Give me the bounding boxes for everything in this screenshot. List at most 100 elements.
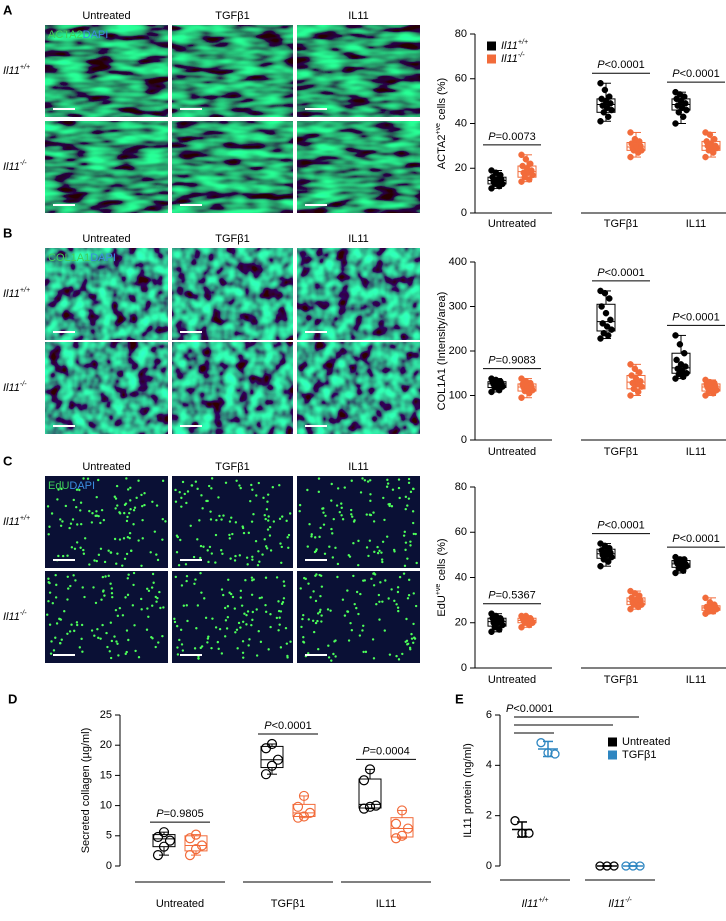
nucleus-dot <box>140 564 143 567</box>
nucleus-dot <box>412 532 416 536</box>
nucleus-dot <box>404 548 407 552</box>
row-label: Il11-/- <box>3 381 27 394</box>
nucleus-dot <box>117 654 120 657</box>
nucleus-dot <box>349 621 352 625</box>
nucleus-dot <box>174 488 177 492</box>
nucleus-dot <box>125 629 129 632</box>
nucleus-dot <box>272 520 276 523</box>
nucleus-dot <box>211 617 214 620</box>
p-value: P=0.5367 <box>488 590 535 602</box>
nucleus-dot <box>414 604 418 608</box>
box <box>260 745 284 769</box>
nucleus-dot <box>329 609 332 612</box>
legend-swatch <box>487 41 496 51</box>
data-point <box>674 365 681 373</box>
nucleus-dot <box>351 515 354 518</box>
nucleus-dot <box>362 650 365 654</box>
nucleus-dot <box>244 578 247 582</box>
data-point <box>672 332 679 339</box>
nucleus-dot <box>61 554 65 558</box>
nucleus-dot <box>97 553 101 557</box>
nucleus-dot <box>125 519 129 523</box>
nucleus-dot <box>409 490 413 494</box>
nucleus-dot <box>60 638 63 641</box>
p-text: =0.5367 <box>496 590 536 602</box>
stain-name: COL1A1 <box>48 252 90 264</box>
data-point <box>370 800 382 811</box>
nucleus-dot <box>223 606 227 610</box>
p-value: P<0.0001 <box>597 267 644 279</box>
nucleus-dot <box>250 623 253 627</box>
y-tick-label: 60 <box>455 73 467 85</box>
nucleus-dot <box>124 502 128 505</box>
nucleus-dot <box>234 631 237 634</box>
nucleus-dot <box>179 538 182 542</box>
nucleus-dot <box>107 549 110 552</box>
nucleus-dot <box>412 622 415 626</box>
nucleus-dot <box>209 518 213 521</box>
nucleus-dot <box>376 551 380 555</box>
nucleus-dot <box>278 623 281 626</box>
nucleus-dot <box>161 538 164 541</box>
p-prefix: P <box>672 311 680 323</box>
box <box>390 817 414 838</box>
nucleus-dot <box>341 518 345 521</box>
nucleus-dot <box>252 578 255 581</box>
nucleus-dot <box>103 560 107 564</box>
nucleus-dot <box>338 510 341 514</box>
row-genotype: -/- <box>20 160 27 167</box>
nucleus-dot <box>259 640 263 644</box>
nucleus-dot <box>352 574 355 578</box>
data-point <box>672 569 679 577</box>
data-point <box>672 120 679 127</box>
data-point <box>520 169 527 176</box>
nucleus-dot <box>318 535 321 539</box>
nucleus-dot <box>413 637 417 640</box>
nucleus-dot <box>319 526 322 530</box>
p-text: <0.0001 <box>605 267 645 279</box>
nucleus-dot <box>161 517 164 521</box>
nucleus-dot <box>287 533 291 537</box>
data-point <box>604 113 612 121</box>
nucleus-dot <box>245 623 248 626</box>
data-point <box>702 129 709 136</box>
nucleus-dot <box>66 632 69 636</box>
data-point <box>550 749 560 759</box>
nucleus-dot <box>110 587 113 590</box>
nucleus-dot <box>133 624 136 627</box>
nucleus-dot <box>386 482 390 485</box>
nucleus-dot <box>408 646 412 650</box>
nucleus-dot <box>340 502 343 505</box>
nucleus-dot <box>258 560 261 563</box>
x-tick-label: TGFβ1 <box>604 446 638 458</box>
legend-sup: +/+ <box>518 39 528 46</box>
row-gene: Il11 <box>3 382 20 394</box>
nucleus-dot <box>111 595 114 599</box>
nucleus-dot <box>266 493 270 496</box>
x-tick-label: Il11+/+ <box>521 897 548 910</box>
data-point <box>522 156 530 163</box>
p-prefix: P <box>488 131 496 143</box>
y-tick-label: 300 <box>449 300 467 312</box>
nucleus-dot <box>210 487 213 490</box>
nucleus-dot <box>403 564 407 568</box>
nucleus-dot <box>110 639 114 643</box>
nucleus-dot <box>109 621 113 624</box>
micrograph <box>297 121 420 213</box>
y-label-part: ACTA2 <box>436 135 448 170</box>
p-value: P=0.9083 <box>488 354 535 366</box>
p-text: =0.9083 <box>496 354 536 366</box>
nucleus-dot <box>114 497 118 500</box>
y-tick-label: 4 <box>486 759 492 771</box>
nucleus-dot <box>225 627 229 630</box>
micrograph <box>45 476 168 568</box>
nucleus-dot <box>192 555 196 559</box>
nucleus-dot <box>319 594 322 598</box>
nucleus-dot <box>235 628 239 632</box>
data-point <box>158 827 170 838</box>
x-tick-label: Il11-/- <box>608 897 632 910</box>
nucleus-dot <box>126 593 130 597</box>
p-value: P<0.0001 <box>672 533 719 545</box>
y-tick-label: 15 <box>100 769 112 781</box>
